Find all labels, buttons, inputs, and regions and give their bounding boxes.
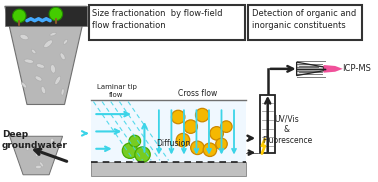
Polygon shape — [5, 6, 87, 25]
Ellipse shape — [40, 162, 43, 167]
Ellipse shape — [51, 65, 56, 73]
Ellipse shape — [41, 86, 46, 94]
Circle shape — [220, 121, 232, 132]
FancyBboxPatch shape — [88, 5, 245, 40]
Ellipse shape — [24, 59, 34, 63]
Circle shape — [195, 108, 209, 122]
Ellipse shape — [50, 32, 56, 36]
Text: ICP-MS: ICP-MS — [342, 64, 371, 73]
Circle shape — [12, 9, 26, 23]
Ellipse shape — [61, 89, 64, 95]
Ellipse shape — [35, 150, 38, 156]
Circle shape — [49, 7, 63, 21]
Bar — [91, 162, 246, 176]
Ellipse shape — [51, 138, 54, 144]
Ellipse shape — [20, 34, 28, 40]
Circle shape — [135, 147, 150, 162]
Text: Size fractionation  by flow-field
flow fractionation: Size fractionation by flow-field flow fr… — [93, 9, 223, 30]
Bar — [91, 100, 246, 162]
Ellipse shape — [35, 76, 42, 81]
Circle shape — [171, 110, 185, 124]
Circle shape — [191, 141, 204, 155]
Polygon shape — [324, 65, 343, 73]
Circle shape — [203, 143, 217, 157]
Text: Detection of organic and
inorganic constituents: Detection of organic and inorganic const… — [252, 9, 356, 30]
Ellipse shape — [22, 82, 26, 88]
Text: Deep
groundwater: Deep groundwater — [2, 130, 68, 150]
Ellipse shape — [36, 165, 42, 169]
Circle shape — [184, 120, 197, 133]
Ellipse shape — [26, 146, 29, 150]
Text: Diffusion: Diffusion — [156, 139, 190, 147]
Ellipse shape — [55, 76, 61, 85]
Ellipse shape — [31, 49, 36, 54]
Circle shape — [122, 143, 138, 158]
Text: Laminar tip
flow: Laminar tip flow — [97, 84, 136, 98]
Ellipse shape — [44, 40, 53, 48]
Circle shape — [210, 127, 223, 140]
Text: Cross flow: Cross flow — [178, 89, 217, 98]
Ellipse shape — [60, 53, 65, 60]
Circle shape — [176, 133, 190, 147]
Ellipse shape — [21, 144, 26, 146]
Circle shape — [216, 138, 227, 150]
Polygon shape — [5, 6, 87, 104]
Polygon shape — [9, 136, 63, 175]
Text: UV/Vis
&
Fluorescence: UV/Vis & Fluorescence — [262, 114, 312, 145]
Circle shape — [129, 135, 141, 147]
FancyBboxPatch shape — [248, 5, 362, 40]
Ellipse shape — [36, 64, 45, 68]
Polygon shape — [297, 62, 324, 76]
Bar — [260, 95, 276, 153]
Ellipse shape — [64, 39, 68, 44]
